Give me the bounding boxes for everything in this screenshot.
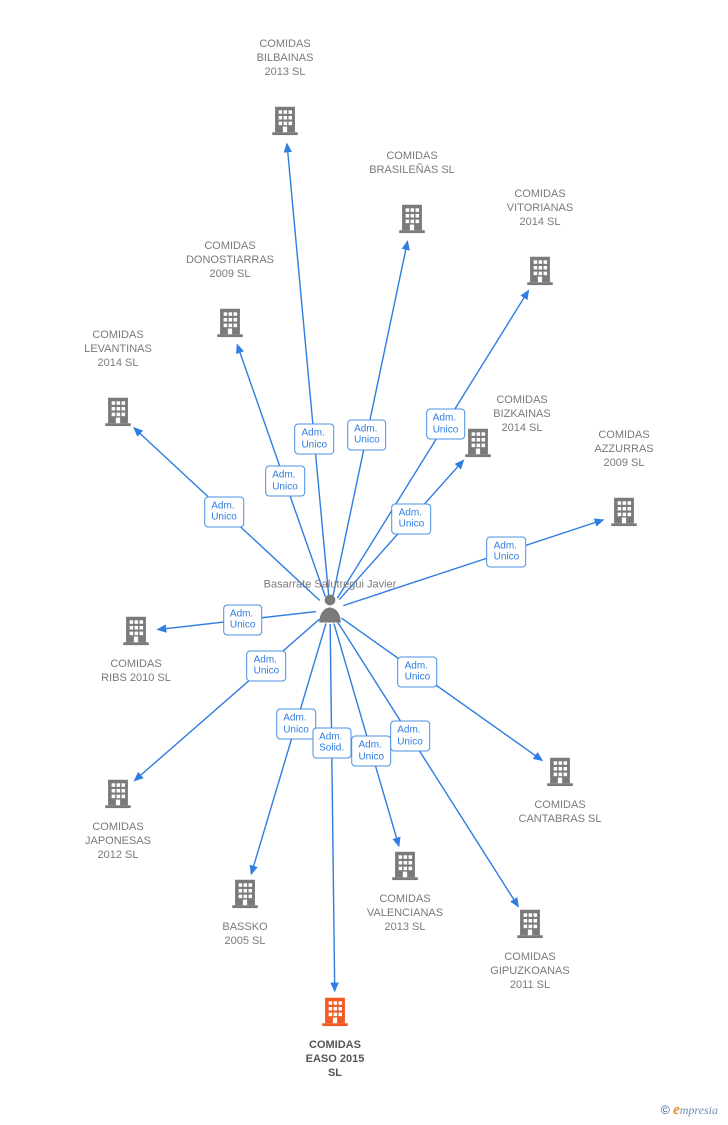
node-label-donostiarras: COMIDAS DONOSTIARRAS 2009 SL xyxy=(186,240,274,281)
edge-label-levantinas: Adm. Unico xyxy=(204,496,244,527)
node-label-easo: COMIDAS EASO 2015 SL xyxy=(306,1039,365,1080)
building-icon-bizkainas xyxy=(461,425,495,464)
building-icon-gipuzkoanas xyxy=(513,906,547,945)
node-label-japonesas: COMIDAS JAPONESAS 2012 SL xyxy=(85,821,151,862)
building-icon-azzurras xyxy=(607,494,641,533)
building-icon-cantabras xyxy=(543,754,577,793)
edge-azzurras xyxy=(343,520,603,606)
building-icon-brasilenas xyxy=(395,201,429,240)
building-icon-ribs xyxy=(119,613,153,652)
center-person-icon xyxy=(317,593,343,628)
edge-label-cantabras: Adm. Unico xyxy=(398,656,438,687)
building-icon-levantinas xyxy=(101,394,135,433)
node-label-brasilenas: COMIDAS BRASILEÑAS SL xyxy=(369,150,455,178)
copyright-symbol: © xyxy=(661,1103,670,1117)
edge-label-ribs: Adm. Unico xyxy=(223,604,263,635)
node-label-ribs: COMIDAS RIBS 2010 SL xyxy=(101,658,171,686)
node-label-gipuzkoanas: COMIDAS GIPUZKOANAS 2011 SL xyxy=(490,951,569,992)
network-canvas xyxy=(0,0,728,1125)
edge-japonesas xyxy=(135,619,320,780)
edge-label-bizkainas: Adm. Unico xyxy=(392,503,432,534)
logo-e: e xyxy=(673,1102,680,1118)
edge-easo xyxy=(330,624,335,991)
edge-label-bilbainas: Adm. Unico xyxy=(294,424,334,455)
edge-label-valencianas: Adm. Unico xyxy=(351,736,391,767)
edge-label-brasilenas: Adm. Unico xyxy=(347,419,387,450)
building-icon-bilbainas xyxy=(268,103,302,142)
copyright: © empresia xyxy=(661,1102,718,1119)
node-label-bilbainas: COMIDAS BILBAINAS 2013 SL xyxy=(257,38,314,79)
building-icon-vitorianas xyxy=(523,253,557,292)
building-icon-donostiarras xyxy=(213,305,247,344)
node-label-valencianas: COMIDAS VALENCIANAS 2013 SL xyxy=(367,893,443,934)
node-label-azzurras: COMIDAS AZZURRAS 2009 SL xyxy=(594,429,653,470)
node-label-cantabras: COMIDAS CANTABRAS SL xyxy=(519,799,602,827)
edge-label-gipuzkoanas: Adm. Unico xyxy=(390,721,430,752)
edge-label-vitorianas: Adm. Unico xyxy=(426,409,466,440)
building-icon-valencianas xyxy=(388,848,422,887)
building-icon-bassko xyxy=(228,876,262,915)
edge-label-azzurras: Adm. Unico xyxy=(487,536,527,567)
edge-label-japonesas: Adm. Unico xyxy=(247,650,287,681)
building-icon-japonesas xyxy=(101,776,135,815)
edge-bilbainas xyxy=(287,144,329,596)
edge-label-bassko: Adm. Unico xyxy=(276,709,316,740)
logo-rest: mpresia xyxy=(680,1103,718,1117)
edge-label-easo: Adm. Solid. xyxy=(312,727,351,758)
node-label-bizkainas: COMIDAS BIZKAINAS 2014 SL xyxy=(493,394,550,435)
node-label-bassko: BASSKO 2005 SL xyxy=(222,921,267,949)
node-label-vitorianas: COMIDAS VITORIANAS 2014 SL xyxy=(507,188,573,229)
node-label-levantinas: COMIDAS LEVANTINAS 2014 SL xyxy=(84,329,152,370)
building-icon-easo xyxy=(318,994,352,1033)
edge-label-donostiarras: Adm. Unico xyxy=(265,466,305,497)
center-label: Basarrate Salutregui Javier xyxy=(264,578,397,592)
